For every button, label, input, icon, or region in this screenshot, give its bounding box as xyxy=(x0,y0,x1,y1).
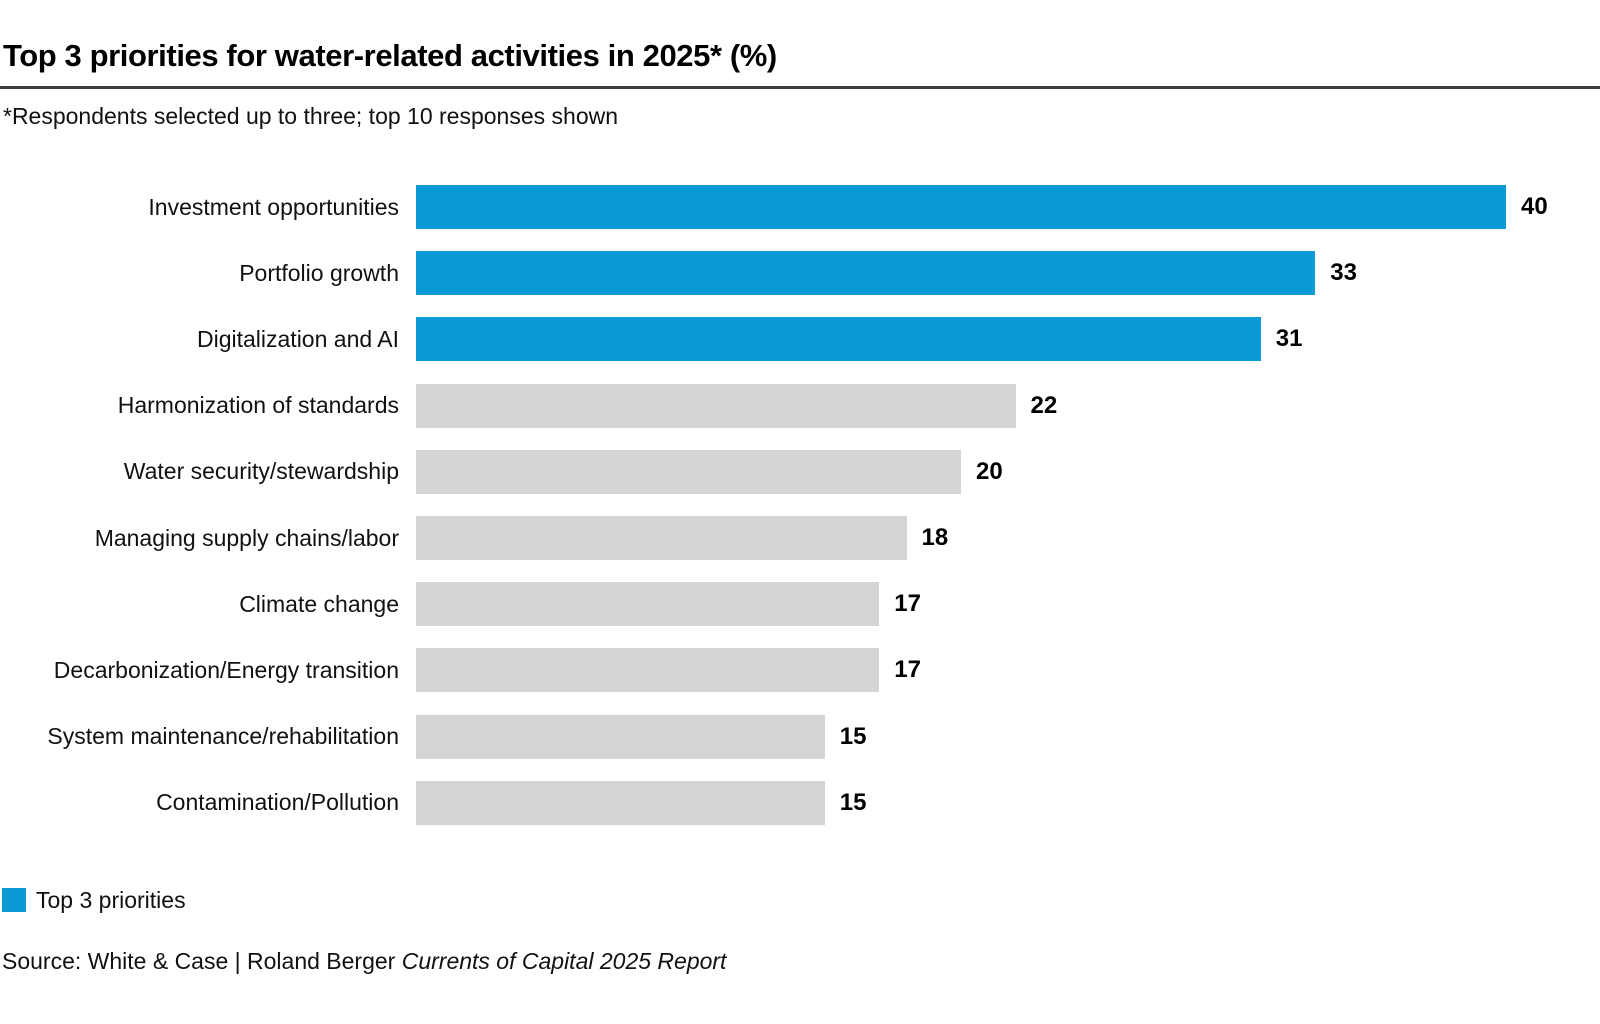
bar xyxy=(416,251,1316,296)
bar-value-label: 17 xyxy=(894,656,921,684)
bar-row: Investment opportunities 40 xyxy=(0,174,1600,240)
chart-title: Top 3 priorities for water-related activ… xyxy=(3,38,777,73)
bar xyxy=(416,317,1261,362)
bar-category-label: Investment opportunities xyxy=(148,193,399,220)
bar-category-label: Water security/stewardship xyxy=(123,458,399,485)
bar-category-label: Climate change xyxy=(239,590,399,617)
bar-category-label: Portfolio growth xyxy=(239,259,399,286)
bar-category-label: Harmonization of standards xyxy=(117,392,399,419)
bar-value-label: 20 xyxy=(976,457,1003,485)
bar-row: Portfolio growth 33 xyxy=(0,240,1600,306)
bar-row: Contamination/Pollution 15 xyxy=(0,770,1600,836)
legend: Top 3 priorities xyxy=(2,886,186,914)
bar-row: System maintenance/rehabilitation 15 xyxy=(0,704,1600,770)
bar-chart: Investment opportunities 40 Portfolio grow… xyxy=(0,174,1600,836)
bar-category-label: System maintenance/rehabilitation xyxy=(47,723,399,750)
bar-value-label: 15 xyxy=(839,722,867,750)
bar-row: Climate change 17 xyxy=(0,571,1600,637)
bar xyxy=(416,582,880,627)
bar xyxy=(416,648,880,693)
bar-row: Managing supply chains/labor 18 xyxy=(0,505,1600,571)
bar xyxy=(416,383,1016,428)
bar-category-label: Digitalization and AI xyxy=(196,325,399,352)
bar-category-label: Decarbonization/Energy transition xyxy=(53,656,399,683)
bar-row: Digitalization and AI 31 xyxy=(0,306,1600,372)
chart-footnote: *Respondents selected up to three; top 1… xyxy=(3,103,619,129)
source-report-title: Currents of Capital 2025 Report xyxy=(401,948,727,974)
source-text: Source: White & Case | Roland Berger xyxy=(2,948,402,974)
bar-value-label: 17 xyxy=(894,590,921,618)
bar-category-label: Contamination/Pollution xyxy=(156,789,399,816)
bar xyxy=(416,449,961,494)
bar-value-label: 18 xyxy=(921,524,949,552)
bar xyxy=(416,780,825,825)
bar-category-label: Managing supply chains/labor xyxy=(94,524,399,551)
bar-value-label: 40 xyxy=(1521,193,1548,221)
bar xyxy=(416,714,825,759)
bar xyxy=(416,185,1506,230)
source-line: Source: White & Case | Roland Berger Cur… xyxy=(2,948,726,975)
bar-value-label: 31 xyxy=(1275,325,1303,353)
bar-value-label: 15 xyxy=(839,788,867,816)
bar xyxy=(416,516,907,561)
bar-value-label: 33 xyxy=(1330,259,1357,287)
bar-row: Decarbonization/Energy transition 17 xyxy=(0,637,1600,703)
bar-row: Water security/stewardship 20 xyxy=(0,439,1600,505)
bar-row: Harmonization of standards 22 xyxy=(0,373,1600,439)
legend-swatch-icon xyxy=(2,888,26,912)
legend-label: Top 3 priorities xyxy=(36,886,186,913)
title-divider xyxy=(0,86,1600,89)
bar-value-label: 22 xyxy=(1030,391,1058,419)
